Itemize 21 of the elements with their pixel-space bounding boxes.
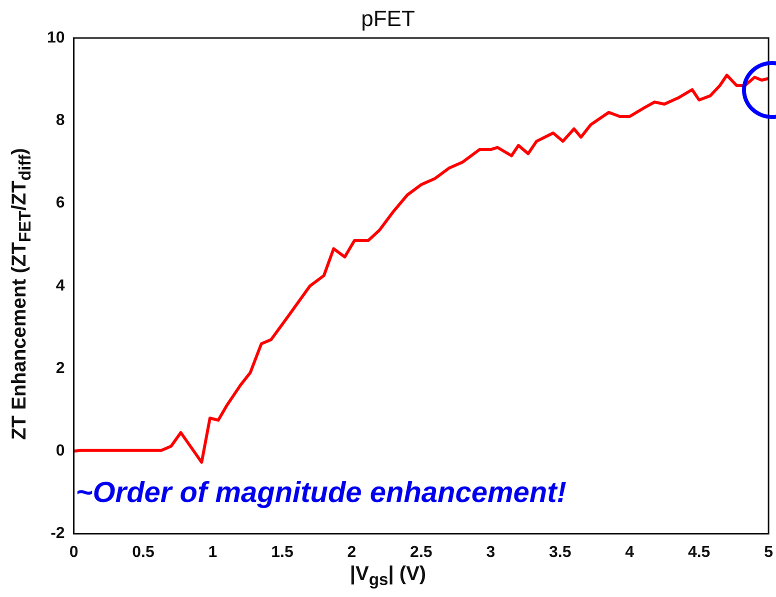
y-tick-label: 0 [56, 442, 65, 460]
y-tick-label: 4 [56, 277, 65, 294]
x-tick-label: 0.5 [132, 544, 154, 561]
x-tick-label: 2 [347, 544, 356, 561]
y-tick-label: 6 [56, 194, 65, 212]
chart-title: pFET [361, 6, 415, 31]
x-tick-label: 5 [764, 544, 774, 561]
x-tick-label: 0 [69, 544, 78, 561]
y-tick-label: 2 [56, 360, 65, 377]
x-tick-label: 3 [486, 544, 496, 561]
annotation: ~Order of magnitude enhancement! [76, 476, 567, 509]
y-tick-label: 10 [47, 29, 65, 46]
x-tick-label: 1 [208, 544, 218, 561]
x-axis-title: |V$_{gs}$| (V) [348, 563, 428, 590]
x-tick-label: 4 [625, 544, 634, 561]
x-tick-label: 4.5 [688, 544, 710, 561]
y-tick-label: -2 [50, 525, 65, 542]
y-tick-label: 8 [56, 112, 65, 130]
x-tick-label: 1.5 [271, 544, 294, 561]
x-tick-label: 3.5 [549, 544, 572, 561]
x-tick-label: 2.5 [410, 544, 432, 561]
